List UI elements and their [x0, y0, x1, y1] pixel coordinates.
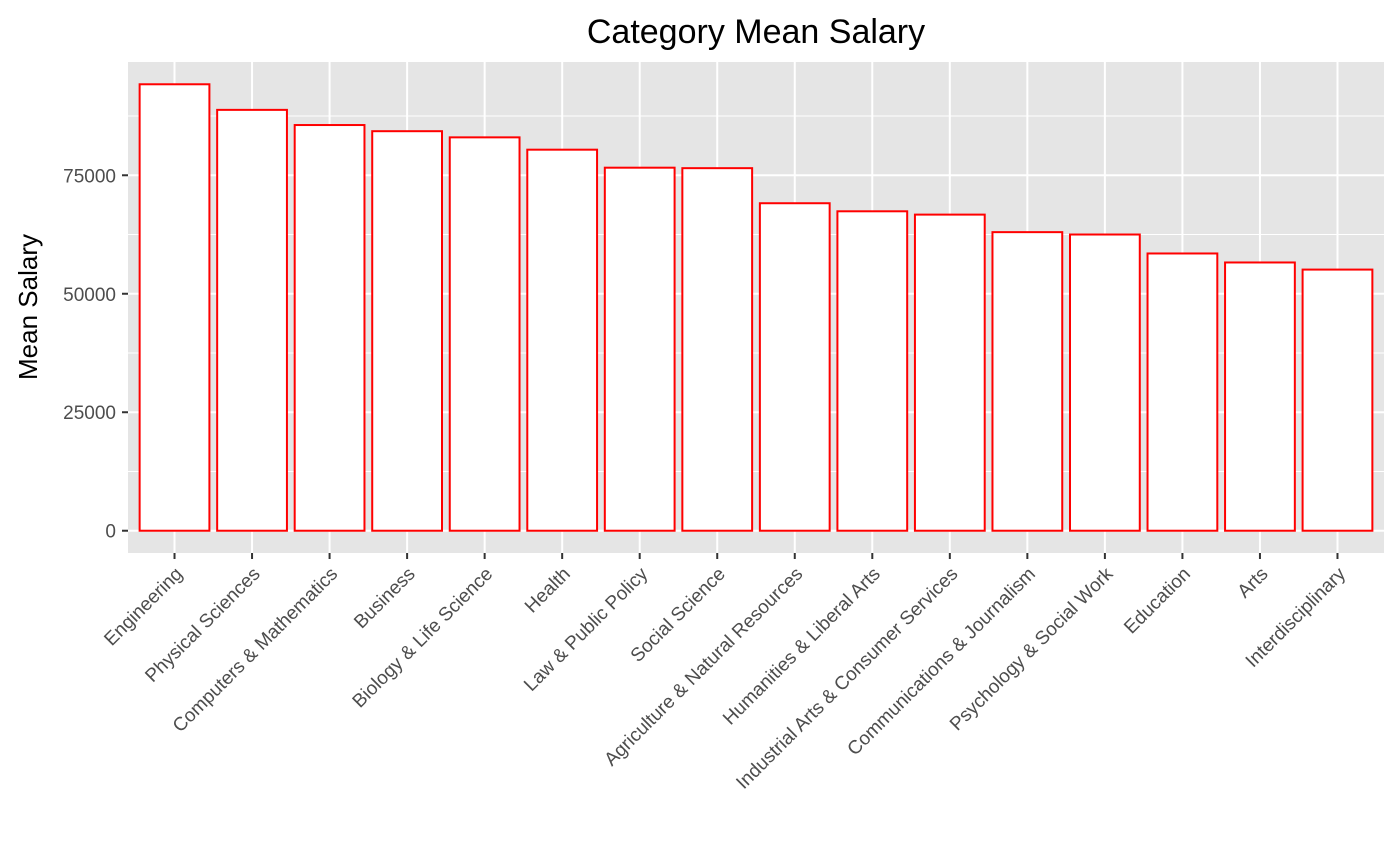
bar-engineering [138, 83, 211, 532]
bar-computers-mathematics [293, 124, 366, 532]
x-tick-label: Engineering [100, 564, 187, 651]
chart-title: Category Mean Salary [587, 13, 925, 51]
bar-social-science [681, 167, 754, 532]
y-axis: 0 25000 50000 75000 [63, 166, 128, 543]
bar-biology-life-science [448, 136, 521, 532]
y-tick-label: 25000 [63, 403, 116, 424]
bar-law-public-policy [603, 166, 676, 532]
bars [138, 83, 1374, 532]
bar-business [371, 130, 444, 532]
x-tick-label: Education [1120, 564, 1195, 639]
bar-arts [1224, 261, 1296, 532]
bar-humanities-liberal-arts [836, 210, 909, 532]
x-tick-label: Business [350, 564, 419, 633]
x-tick-label: Arts [1234, 564, 1273, 603]
y-tick-label: 75000 [63, 166, 116, 187]
bar-psychology-social-work [1069, 233, 1141, 532]
x-tick-label: Psychology & Social Work [946, 563, 1118, 735]
bar-physical-sciences [216, 108, 288, 532]
x-tick-label: Health [521, 564, 575, 618]
y-tick-label: 50000 [63, 285, 116, 306]
bar-agriculture-natural-resources [758, 202, 831, 532]
x-tick-label: Computers & Mathematics [169, 564, 342, 737]
x-tick-label: Biology & Life Science [349, 564, 498, 713]
bar-interdisciplinary [1301, 268, 1374, 532]
bar-industrial-arts-consumer-services [913, 213, 986, 532]
y-tick-label: 0 [105, 522, 116, 543]
x-tick-label: Humanities & Liberal Arts [719, 564, 885, 730]
bar-communications-journalism [991, 231, 1064, 532]
y-axis-label: Mean Salary [13, 234, 43, 380]
bar-education [1146, 252, 1219, 532]
bar-health [526, 148, 599, 532]
